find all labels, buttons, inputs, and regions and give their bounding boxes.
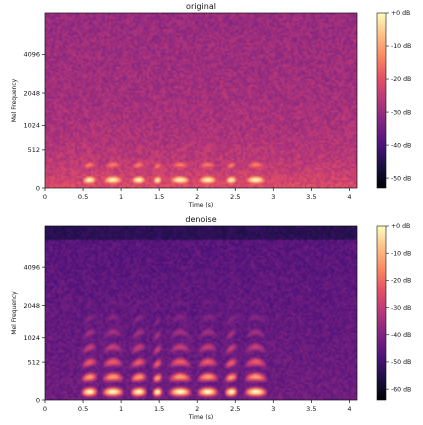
x-tick-label: 4: [347, 193, 351, 201]
colorbar: [376, 225, 387, 401]
colorbar-tick-label: -10 dB: [391, 43, 411, 50]
spectrogram-image: [45, 13, 357, 188]
y-tick-label: 512: [28, 146, 40, 154]
x-tick-label: 3.5: [306, 405, 316, 413]
colorbar-tick-label: -20 dB: [391, 278, 411, 285]
x-axis-label: Time (s): [188, 414, 213, 421]
y-tick-label: 4096: [23, 51, 40, 59]
y-tick-label: 4096: [23, 263, 40, 271]
colorbar-tick-label: -30 dB: [391, 109, 411, 116]
x-tick-label: 0.5: [78, 193, 88, 201]
plot-frame: [44, 12, 358, 189]
colorbar: [376, 12, 387, 189]
x-tick-label: 1: [119, 405, 123, 413]
y-tick-label: 2048: [23, 89, 40, 97]
colorbar-tick-label: -50 dB: [391, 359, 411, 366]
colorbar-tick-label: -10 dB: [391, 250, 411, 257]
colorbar-tick-label: -30 dB: [391, 305, 411, 312]
y-tick-label: 512: [28, 358, 40, 366]
x-tick-label: 2: [195, 405, 199, 413]
y-tick-label: 1024: [23, 122, 40, 130]
x-tick-label: 1.5: [154, 405, 164, 413]
colorbar-tick-label: +0 dB: [391, 223, 410, 230]
chart-title: original: [186, 2, 216, 11]
chart-title: denoise: [185, 215, 216, 224]
x-tick-label: 0.5: [78, 405, 88, 413]
x-tick-label: 2: [195, 193, 199, 201]
x-tick-label: 3: [271, 193, 275, 201]
colorbar-tick-label: +0 dB: [391, 10, 410, 17]
y-tick-label: 1024: [23, 334, 40, 342]
x-tick-label: 2.5: [230, 193, 240, 201]
x-tick-label: 0: [43, 405, 47, 413]
x-tick-label: 1.5: [154, 193, 164, 201]
x-tick-label: 1: [119, 193, 123, 201]
colorbar-tick-label: -20 dB: [391, 76, 411, 83]
x-tick-label: 4: [347, 405, 351, 413]
x-tick-label: 3.5: [306, 193, 316, 201]
spectrogram-panel-original: original 0 0.5 1 1.5 2 2.5 3 3.5 4 Time (s) 0 512 102…: [11, 2, 411, 209]
colorbar-tick-label: -40 dB: [391, 142, 411, 149]
colorbar-tick-label: -40 dB: [391, 332, 411, 339]
x-tick-label: 0: [43, 193, 47, 201]
y-tick-label: 0: [36, 396, 40, 404]
y-tick-label: 0: [36, 184, 40, 192]
x-tick-label: 3: [271, 405, 275, 413]
colorbar-tick-label: -50 dB: [391, 175, 411, 182]
y-tick-label: 2048: [23, 302, 40, 310]
spectrogram-image: [45, 226, 357, 400]
x-tick-label: 2.5: [230, 405, 240, 413]
plot-frame: [44, 225, 358, 401]
x-axis-label: Time (s): [188, 202, 213, 209]
y-axis-label: Mel Frequency: [11, 78, 18, 122]
spectrogram-panel-denoise: denoise 0 0.5 1 1.5 2 2.5 3 3.5 4 Time (s) 0 512 1024…: [11, 215, 411, 421]
y-axis-label: Mel Frequency: [11, 291, 18, 335]
colorbar-tick-label: -60 dB: [391, 386, 411, 393]
